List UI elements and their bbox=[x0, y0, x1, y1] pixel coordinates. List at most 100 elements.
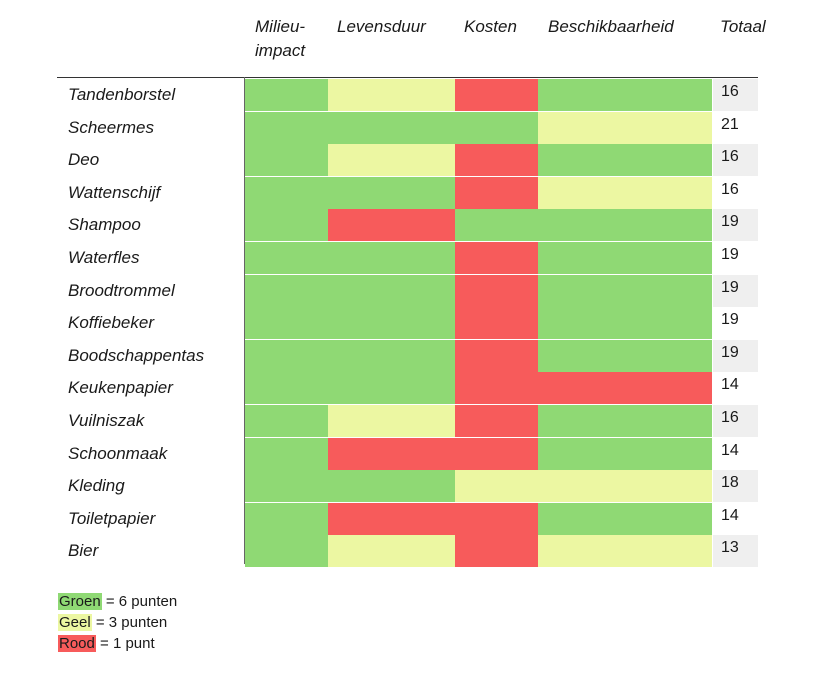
row-label: Vuilniszak bbox=[68, 411, 145, 430]
legend-text: = 3 punten bbox=[91, 614, 168, 631]
table-row: Boodschappentas 19 bbox=[0, 339, 830, 372]
total-value: 21 bbox=[713, 111, 758, 144]
legend-text: = 1 punt bbox=[95, 635, 155, 652]
total-value: 19 bbox=[713, 274, 758, 307]
table-row: Tandenborstel 16 bbox=[0, 79, 830, 111]
score-cell bbox=[455, 307, 538, 340]
score-cell bbox=[538, 470, 712, 503]
score-cell bbox=[538, 111, 712, 144]
header-kosten: Kosten bbox=[464, 17, 517, 36]
score-cell bbox=[538, 274, 712, 307]
score-cell bbox=[328, 144, 455, 177]
score-cell bbox=[455, 79, 538, 111]
table-row: Scheermes 21 bbox=[0, 111, 830, 144]
row-label: Scheermes bbox=[68, 117, 154, 137]
score-cell bbox=[245, 79, 328, 111]
score-cell bbox=[245, 470, 328, 503]
score-cell bbox=[328, 535, 455, 568]
score-cell bbox=[328, 470, 455, 503]
row-label: Bier bbox=[68, 541, 99, 561]
legend-swatch: Geel bbox=[58, 614, 92, 631]
score-cell bbox=[455, 144, 538, 177]
score-cell bbox=[245, 176, 328, 209]
row-label: Tandenborstel bbox=[68, 85, 176, 104]
score-cell bbox=[328, 502, 455, 535]
score-cell bbox=[328, 242, 455, 274]
score-cell bbox=[455, 405, 538, 437]
score-cell bbox=[245, 372, 328, 405]
total-value: 16 bbox=[713, 79, 758, 111]
row-label: Keukenpapier bbox=[68, 378, 173, 398]
header-beschikbaarheid: Beschikbaarheid bbox=[548, 17, 674, 36]
score-cell bbox=[538, 372, 712, 405]
score-cell bbox=[245, 242, 328, 274]
score-cell bbox=[245, 437, 328, 470]
row-label: Broodtrommel bbox=[68, 280, 175, 300]
row-label: Waterfles bbox=[68, 248, 140, 267]
score-cell bbox=[538, 535, 712, 568]
score-cell bbox=[538, 307, 712, 340]
total-value: 19 bbox=[713, 209, 758, 242]
score-cell bbox=[538, 339, 712, 372]
header-totaal: Totaal bbox=[720, 17, 766, 36]
score-cell bbox=[455, 176, 538, 209]
table-row: Shampoo 19 bbox=[0, 209, 830, 242]
score-cell bbox=[245, 209, 328, 242]
row-label: Toiletpapier bbox=[68, 508, 156, 528]
total-value: 16 bbox=[713, 405, 758, 437]
score-cell bbox=[245, 111, 328, 144]
row-label: Kleding bbox=[68, 476, 125, 496]
score-cell bbox=[245, 535, 328, 568]
score-cell bbox=[538, 176, 712, 209]
score-cell bbox=[538, 79, 712, 111]
score-cell bbox=[455, 242, 538, 274]
table-row: Kleding 18 bbox=[0, 470, 830, 503]
row-label: Schoonmaak bbox=[68, 443, 168, 463]
row-label: Deo bbox=[68, 150, 100, 170]
score-cell bbox=[328, 372, 455, 405]
table-row: Koffiebeker 19 bbox=[0, 307, 830, 340]
score-cell bbox=[328, 79, 455, 111]
legend-item: Rood = 1 punt bbox=[58, 634, 155, 654]
total-value: 16 bbox=[713, 144, 758, 177]
total-value: 19 bbox=[713, 242, 758, 274]
score-cell bbox=[455, 437, 538, 470]
score-cell bbox=[328, 111, 455, 144]
score-cell bbox=[455, 111, 538, 144]
row-label: Boodschappentas bbox=[68, 345, 205, 365]
table-row: Broodtrommel 19 bbox=[0, 274, 830, 307]
total-value: 16 bbox=[713, 176, 758, 209]
score-cell bbox=[538, 437, 712, 470]
header-levensduur: Levensduur bbox=[337, 17, 426, 36]
table-row: Schoonmaak 14 bbox=[0, 437, 830, 470]
score-cell bbox=[455, 502, 538, 535]
legend-swatch: Rood bbox=[58, 635, 96, 652]
score-cell bbox=[245, 405, 328, 437]
header-divider bbox=[57, 77, 758, 78]
table-row: Keukenpapier 14 bbox=[0, 372, 830, 405]
score-cell bbox=[245, 307, 328, 340]
score-cell bbox=[328, 339, 455, 372]
score-cell bbox=[538, 209, 712, 242]
total-value: 19 bbox=[713, 307, 758, 340]
legend-item: Geel = 3 punten bbox=[58, 613, 167, 633]
score-cell bbox=[328, 437, 455, 470]
table-row: Vuilniszak 16 bbox=[0, 405, 830, 437]
total-value: 13 bbox=[713, 535, 758, 568]
row-label: Wattenschijf bbox=[68, 182, 161, 202]
table-row: Toiletpapier 14 bbox=[0, 502, 830, 535]
legend-item: Groen = 6 punten bbox=[58, 592, 177, 612]
score-cell bbox=[455, 209, 538, 242]
score-cell bbox=[328, 307, 455, 340]
score-cell bbox=[328, 209, 455, 242]
total-value: 18 bbox=[713, 470, 758, 503]
score-cell bbox=[538, 405, 712, 437]
score-cell bbox=[245, 274, 328, 307]
score-cell bbox=[538, 144, 712, 177]
header-milieu-line2: impact bbox=[255, 41, 306, 60]
score-cell bbox=[455, 274, 538, 307]
score-cell bbox=[455, 339, 538, 372]
score-cell bbox=[455, 535, 538, 568]
score-cell bbox=[328, 405, 455, 437]
label-divider bbox=[244, 77, 245, 564]
